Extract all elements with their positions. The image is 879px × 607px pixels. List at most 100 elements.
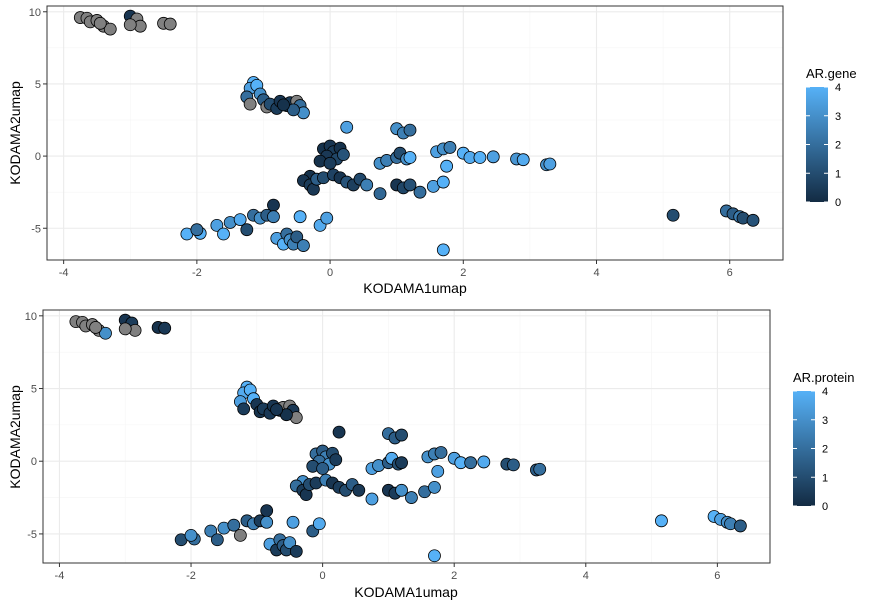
data-point	[270, 403, 283, 417]
data-point	[99, 326, 112, 340]
data-point	[486, 150, 500, 164]
data-point	[428, 549, 441, 563]
legend-tick-label: 4	[822, 386, 828, 398]
data-point	[210, 533, 224, 547]
data-point	[516, 153, 530, 167]
data-point	[413, 185, 427, 199]
y-axis-title-1: KODAMA2umap	[7, 81, 23, 185]
data-point	[163, 17, 177, 31]
x-tick-label: -2	[186, 570, 196, 582]
x-tick-label: 2	[460, 267, 466, 279]
data-point	[533, 462, 547, 476]
data-point	[312, 517, 326, 531]
data-point	[297, 239, 310, 252]
data-point	[93, 16, 107, 30]
points-1	[73, 9, 760, 257]
data-point	[477, 455, 491, 469]
data-point	[286, 515, 300, 529]
data-point	[746, 213, 760, 227]
data-point	[184, 528, 198, 542]
data-point	[277, 98, 290, 112]
data-point	[733, 519, 747, 533]
x-tick-label: -2	[192, 267, 202, 279]
y-tick-label: 10	[29, 7, 41, 19]
data-point	[217, 227, 230, 241]
points-2	[69, 313, 747, 563]
x-ticks-2: -4 -2 0 2 4 6	[55, 563, 720, 582]
x-tick-label: 4	[593, 267, 599, 279]
legend-ticks-2: 0 1 2 3 4	[793, 386, 828, 513]
data-point	[666, 208, 680, 222]
data-point	[118, 322, 132, 336]
legend-title-1: AR.gene	[806, 66, 857, 81]
data-point	[267, 198, 280, 212]
data-point	[210, 218, 224, 232]
data-point	[233, 213, 247, 226]
data-point	[443, 141, 457, 154]
legend-tick-label: 4	[835, 82, 841, 94]
x-tick-label: 6	[727, 267, 733, 279]
data-point	[293, 210, 307, 224]
data-point	[464, 456, 478, 470]
data-point	[243, 97, 257, 111]
x-tick-label: 2	[451, 570, 457, 582]
data-point	[440, 159, 454, 173]
data-point	[373, 187, 387, 201]
data-point	[395, 428, 408, 442]
data-point	[204, 524, 218, 538]
y-tick-label: 10	[25, 311, 37, 323]
y-tick-label: 5	[35, 79, 41, 91]
y-tick-label: -5	[27, 529, 37, 541]
data-point	[287, 103, 300, 117]
legend-tick-label: 0	[822, 501, 828, 513]
data-point	[655, 514, 668, 528]
legend-tick-label: 1	[822, 472, 828, 484]
panel-border-2	[42, 309, 771, 564]
data-point	[360, 178, 374, 192]
data-point	[227, 518, 241, 532]
data-point	[403, 123, 417, 137]
data-point	[405, 491, 418, 504]
data-point	[332, 425, 346, 439]
x-tick-label: 6	[714, 570, 720, 582]
y-tick-label: 0	[31, 456, 37, 468]
legend-title-2: AR.protein	[793, 370, 854, 385]
colorbar-2	[793, 391, 815, 506]
legend-ticks-1: 0 1 2 3 4	[806, 82, 841, 209]
x-tick-label: 0	[320, 570, 326, 582]
y-axis-title-2: KODAMA2umap	[7, 385, 23, 489]
data-point	[260, 504, 274, 518]
data-point	[320, 211, 334, 225]
data-point	[403, 151, 417, 164]
legend-1: AR.gene 0 1 2 3 4	[806, 66, 857, 209]
y-tick-label: -5	[31, 223, 41, 235]
data-point	[240, 223, 254, 237]
legend-2: AR.protein 0 1 2 3 4	[793, 370, 854, 513]
y-ticks-1: -5 0 5 10	[29, 7, 47, 235]
data-point	[431, 464, 445, 478]
data-point	[436, 243, 450, 257]
data-point	[233, 528, 247, 542]
data-point	[283, 536, 297, 550]
data-point	[336, 148, 350, 162]
x-axis-title-1: KODAMA1umap	[363, 280, 467, 296]
data-point	[290, 230, 304, 244]
legend-tick-label: 0	[835, 197, 841, 209]
data-point	[403, 178, 417, 192]
data-point	[365, 492, 379, 506]
data-point	[237, 402, 251, 416]
data-point	[395, 456, 408, 470]
data-point	[340, 120, 354, 134]
x-axis-title-2: KODAMA1umap	[354, 584, 458, 600]
data-point	[267, 210, 280, 224]
y-tick-label: 0	[35, 151, 41, 163]
x-ticks-1: -4 -2 0 2 4 6	[59, 260, 733, 279]
data-point	[103, 22, 117, 36]
x-tick-label: 0	[327, 267, 333, 279]
x-tick-label: -4	[59, 267, 69, 279]
panel-border-1	[46, 5, 784, 261]
data-point	[507, 458, 520, 472]
data-point	[190, 223, 204, 237]
data-point	[323, 156, 337, 170]
